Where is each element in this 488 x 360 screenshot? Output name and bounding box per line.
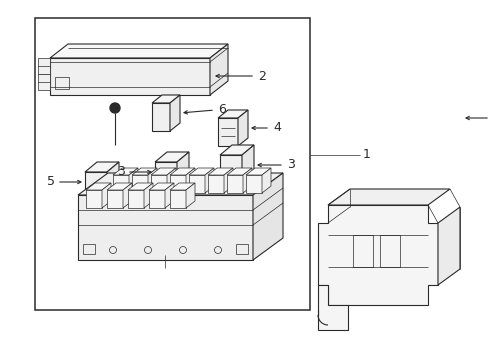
- Polygon shape: [132, 175, 148, 193]
- Polygon shape: [85, 172, 107, 197]
- Polygon shape: [245, 168, 270, 175]
- Polygon shape: [170, 95, 180, 131]
- Polygon shape: [252, 173, 283, 260]
- Polygon shape: [107, 162, 119, 197]
- Polygon shape: [164, 183, 174, 208]
- Polygon shape: [207, 175, 224, 193]
- Text: 3: 3: [117, 166, 125, 179]
- Polygon shape: [242, 145, 253, 180]
- Polygon shape: [38, 58, 50, 74]
- Polygon shape: [245, 175, 262, 193]
- Polygon shape: [167, 168, 176, 193]
- Text: 3: 3: [286, 158, 294, 171]
- Polygon shape: [177, 152, 189, 187]
- Polygon shape: [226, 168, 251, 175]
- Polygon shape: [218, 118, 238, 146]
- Polygon shape: [50, 44, 227, 58]
- Polygon shape: [113, 168, 138, 175]
- Polygon shape: [207, 168, 232, 175]
- Polygon shape: [143, 183, 153, 208]
- Polygon shape: [224, 168, 232, 193]
- Text: 6: 6: [218, 104, 225, 117]
- Polygon shape: [243, 168, 251, 193]
- Polygon shape: [152, 103, 170, 131]
- Text: 2: 2: [258, 69, 265, 82]
- Polygon shape: [152, 95, 180, 103]
- Polygon shape: [107, 183, 132, 190]
- Polygon shape: [128, 183, 153, 190]
- Polygon shape: [113, 175, 129, 193]
- Polygon shape: [85, 162, 119, 172]
- Polygon shape: [170, 175, 185, 193]
- Polygon shape: [189, 168, 214, 175]
- Polygon shape: [123, 183, 132, 208]
- Polygon shape: [107, 190, 123, 208]
- Polygon shape: [218, 110, 247, 118]
- Polygon shape: [149, 190, 164, 208]
- Polygon shape: [327, 189, 449, 205]
- Polygon shape: [86, 183, 111, 190]
- Polygon shape: [149, 183, 174, 190]
- Polygon shape: [78, 173, 283, 195]
- Polygon shape: [50, 58, 209, 95]
- Polygon shape: [170, 168, 195, 175]
- Polygon shape: [151, 168, 176, 175]
- Polygon shape: [189, 175, 204, 193]
- Text: 4: 4: [272, 121, 280, 135]
- Polygon shape: [102, 183, 111, 208]
- Polygon shape: [128, 190, 143, 208]
- Polygon shape: [204, 168, 214, 193]
- Polygon shape: [86, 190, 102, 208]
- Polygon shape: [317, 285, 347, 330]
- Polygon shape: [226, 175, 243, 193]
- Polygon shape: [38, 74, 50, 90]
- Polygon shape: [170, 190, 185, 208]
- Polygon shape: [220, 145, 253, 155]
- Polygon shape: [155, 162, 177, 187]
- Polygon shape: [132, 168, 157, 175]
- Polygon shape: [78, 195, 252, 260]
- Polygon shape: [437, 207, 459, 285]
- Polygon shape: [155, 152, 189, 162]
- Text: 1: 1: [362, 148, 370, 162]
- Text: 5: 5: [47, 175, 55, 189]
- Polygon shape: [317, 205, 437, 305]
- Polygon shape: [148, 168, 157, 193]
- Polygon shape: [220, 155, 242, 180]
- Polygon shape: [262, 168, 270, 193]
- Polygon shape: [185, 168, 195, 193]
- Polygon shape: [238, 110, 247, 146]
- Polygon shape: [151, 175, 167, 193]
- Polygon shape: [129, 168, 138, 193]
- Polygon shape: [209, 44, 227, 95]
- Polygon shape: [170, 183, 195, 190]
- Circle shape: [110, 103, 120, 113]
- Polygon shape: [185, 183, 195, 208]
